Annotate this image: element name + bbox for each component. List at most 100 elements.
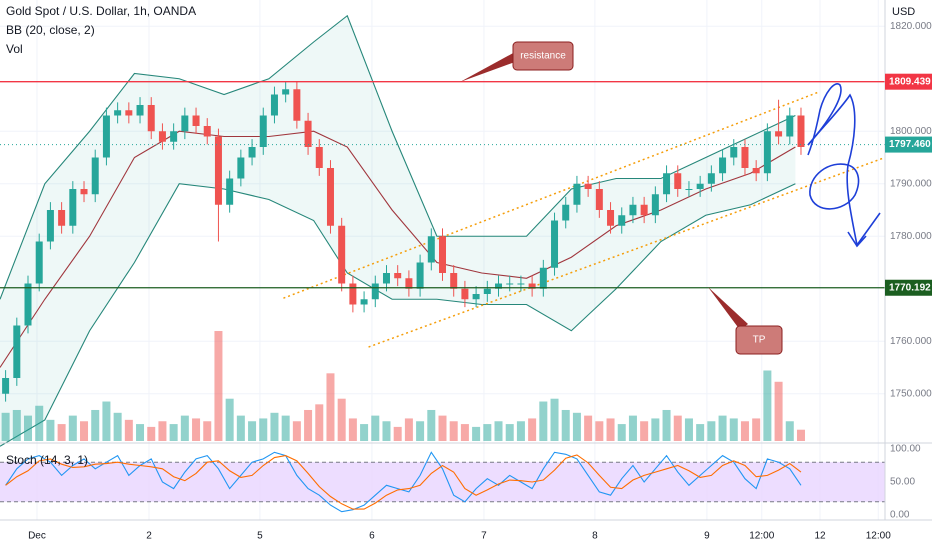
candle-body	[674, 173, 682, 189]
volume-bar	[236, 415, 245, 441]
candle-body	[416, 262, 424, 289]
candle-body	[114, 110, 122, 116]
candle-body	[450, 273, 458, 289]
volume-bar	[572, 412, 581, 441]
volume-bar	[651, 418, 660, 441]
volume-bar	[550, 398, 559, 441]
volume-bar	[696, 424, 705, 441]
volume-bar	[124, 419, 133, 441]
volume-bar	[628, 415, 637, 441]
axis-layer: Dec 2 5 6 7 8 9 12:00 12 12:00 1820.000 1800.000 179…	[28, 21, 932, 542]
candle-body	[69, 189, 77, 226]
candle-body	[158, 131, 166, 142]
volume-bar	[393, 426, 402, 441]
volume-bar	[136, 424, 145, 441]
candle-body	[170, 131, 178, 142]
candle-body	[495, 283, 503, 289]
stoch-line	[5, 451, 802, 513]
volume-bar	[438, 415, 447, 441]
volume-bar	[673, 415, 682, 441]
candle-body	[147, 105, 155, 132]
candle-body	[663, 173, 671, 195]
annotation: resistance	[520, 51, 566, 62]
x-tick-label: 7	[481, 531, 487, 542]
volume-bar	[158, 421, 167, 441]
volume-bar	[684, 418, 693, 441]
y-tick-label: 1800.000	[890, 126, 932, 137]
candle-body	[394, 273, 402, 279]
volume-bar	[214, 331, 223, 441]
candle-body	[293, 89, 301, 121]
y-tick-label: 1790.000	[890, 178, 932, 189]
x-tick-label: 5	[257, 531, 263, 542]
stoch-title: Stoch (14, 3, 1)	[6, 453, 88, 467]
bb-line	[0, 14, 796, 300]
price-tag-label: 1770.192	[889, 282, 931, 293]
candle-body	[573, 183, 581, 205]
x-tick-label: 12:00	[866, 531, 891, 542]
candle-body	[775, 131, 783, 137]
candle-body	[338, 225, 346, 284]
candle-body	[102, 115, 110, 158]
volume-bar	[516, 421, 525, 441]
candle-body	[248, 147, 256, 158]
candle-body	[685, 189, 693, 190]
volume-bar	[259, 418, 268, 441]
volume-bar	[113, 412, 122, 441]
volume-bar	[561, 409, 570, 441]
candle-body	[551, 220, 559, 268]
volume-bar	[416, 421, 425, 441]
volume-bar	[57, 424, 66, 441]
candle-body	[752, 168, 760, 174]
candle-body	[192, 115, 200, 126]
y-tick-label: 1760.000	[890, 336, 932, 347]
volume-bar	[12, 409, 21, 441]
volume-bar	[304, 409, 313, 441]
candle-body	[2, 378, 10, 394]
price-tag	[885, 73, 932, 90]
volume-bar	[528, 418, 537, 441]
stoch-tick-label: 0.00	[890, 510, 910, 521]
candle-body	[427, 236, 435, 263]
candle-body	[203, 126, 211, 137]
currency: USD	[892, 6, 915, 18]
volume-bar	[427, 409, 436, 441]
price-tag	[885, 279, 932, 296]
data-layer	[0, 14, 886, 513]
volume-bar	[292, 421, 301, 441]
volume-bar	[270, 412, 279, 441]
volume-bar	[281, 415, 290, 441]
candle-body	[439, 236, 446, 273]
hand-drawing	[847, 231, 867, 248]
volume-bar	[472, 426, 481, 441]
candle-body	[528, 283, 536, 289]
volume-bar	[68, 415, 77, 441]
candle-body	[651, 194, 659, 216]
volume-bar	[315, 404, 324, 441]
candle-body	[618, 215, 626, 226]
candle-body	[607, 210, 615, 226]
callout-pointer	[708, 287, 748, 330]
candle-body	[349, 283, 357, 305]
bb-line	[0, 130, 796, 368]
callout-box	[735, 325, 783, 355]
candle-body	[483, 288, 491, 294]
candle-body	[730, 147, 738, 158]
volume-bar	[80, 421, 89, 441]
volume-bar	[539, 401, 548, 441]
candle-body	[371, 283, 379, 300]
callout-box	[512, 41, 574, 71]
candle-body	[360, 299, 368, 305]
annotation: TP	[753, 335, 766, 346]
candle-body	[80, 189, 88, 195]
callout-pointer	[460, 52, 515, 82]
candle-body	[562, 204, 570, 221]
volume-bar	[606, 418, 615, 441]
candle-body	[382, 273, 390, 284]
y-tick-label: 1780.000	[890, 231, 932, 242]
volume-bar	[584, 415, 593, 441]
volume-bar	[729, 418, 738, 441]
volume-bar	[180, 415, 189, 441]
price-tag	[885, 136, 932, 153]
